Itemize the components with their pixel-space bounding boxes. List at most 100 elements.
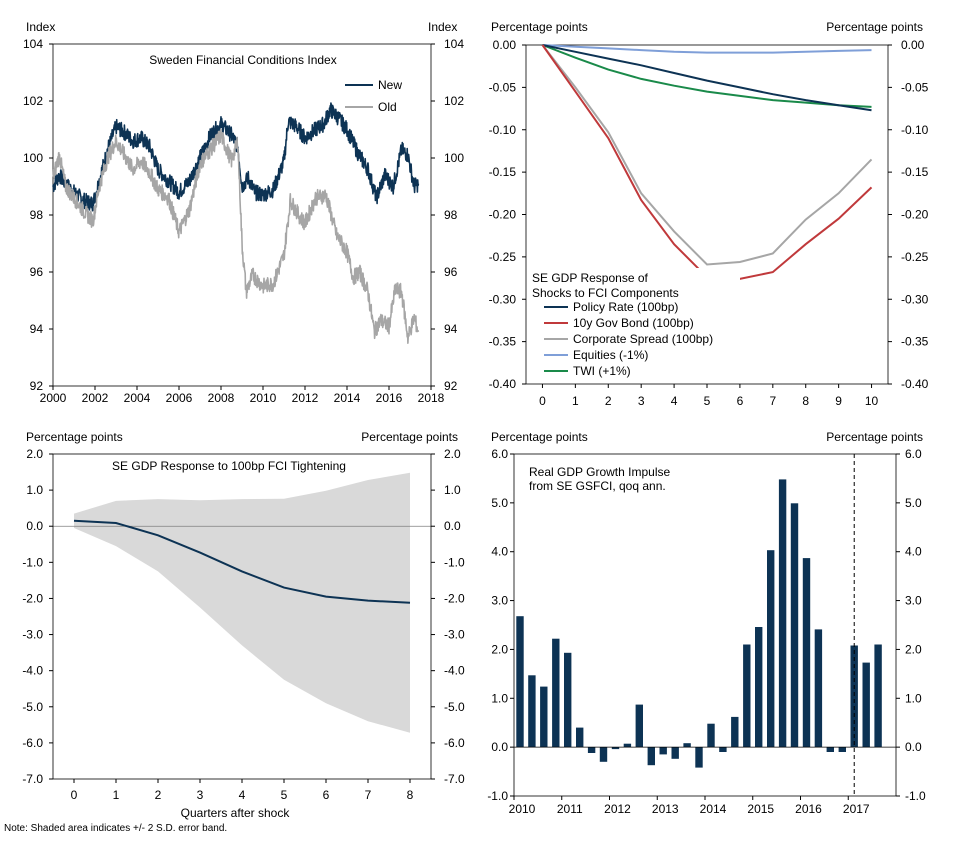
impulse-xtick-label: 2016 xyxy=(795,802,822,816)
tightening-ytick-label-left: 1.0 xyxy=(26,483,43,497)
impulse-bar xyxy=(802,558,811,748)
tightening-ytick-label-left: -7.0 xyxy=(22,772,43,786)
components-legend-label: Corporate Spread (100bp) xyxy=(573,332,713,346)
impulse-ytick-label-right: 6.0 xyxy=(905,447,922,461)
components-legend-label: Equities (-1%) xyxy=(573,348,648,362)
impulse-bar xyxy=(540,686,548,748)
tightening-left-unit: Percentage points xyxy=(26,430,123,444)
components-series-2 xyxy=(541,44,873,266)
fci-title: Sweden Financial Conditions Index xyxy=(149,53,336,67)
tightening-xtick-label: 4 xyxy=(239,788,246,802)
impulse-bar xyxy=(599,747,608,762)
impulse-ytick-label-left: 3.0 xyxy=(491,594,508,608)
fci-ytick-label-left: 100 xyxy=(23,151,43,165)
impulse-bar xyxy=(874,644,882,748)
components-ytick-label-right: -0.35 xyxy=(901,335,929,349)
impulse-title-line: from SE GSFCI, qoq ann. xyxy=(529,479,666,493)
impulse-bar xyxy=(695,747,703,768)
impulse-bar xyxy=(516,616,524,748)
tightening-ytick-label-left: -4.0 xyxy=(22,664,43,678)
components-ytick-label-left: -0.05 xyxy=(489,80,517,94)
impulse-xtick-label: 2011 xyxy=(557,802,583,816)
impulse-ytick-label-left: 2.0 xyxy=(491,642,508,656)
tightening-ytick-label-right: 0.0 xyxy=(444,519,461,533)
components-ytick-label-left: -0.10 xyxy=(489,123,517,137)
tightening-ytick-label-left: -5.0 xyxy=(22,700,43,714)
impulse-ytick-label-right: 2.0 xyxy=(905,642,922,656)
tightening-xtick-label: 3 xyxy=(197,788,204,802)
impulse-title-box xyxy=(526,462,726,498)
components-ytick-label-left: -0.20 xyxy=(489,208,517,222)
tightening-ytick-label-left: 0.0 xyxy=(26,519,43,533)
impulse-bar xyxy=(862,662,870,748)
fci-xtick-label: 2008 xyxy=(208,391,235,405)
impulse-bar xyxy=(850,645,858,748)
tightening-ytick-label-left: 2.0 xyxy=(26,447,43,461)
tightening-xtick-label: 7 xyxy=(365,788,372,802)
impulse-bar xyxy=(576,727,584,748)
fci-ytick-label-right: 104 xyxy=(444,37,464,51)
impulse-bar xyxy=(778,479,787,748)
tightening-ytick-label-right: -5.0 xyxy=(444,700,465,714)
fci-xtick-label: 2012 xyxy=(292,391,319,405)
impulse-ytick-label-left: 6.0 xyxy=(491,447,508,461)
fci-xtick-label: 2018 xyxy=(418,391,445,405)
components-ytick-label-left: -0.40 xyxy=(489,377,517,391)
tightening-xtick-label: 6 xyxy=(323,788,330,802)
impulse-bar xyxy=(623,743,632,748)
tightening-xtick-label: 5 xyxy=(281,788,288,802)
tightening-ytick-label-left: -1.0 xyxy=(22,555,43,569)
components-ytick-label-right: -0.40 xyxy=(901,377,929,391)
components-right-unit: Percentage points xyxy=(826,20,923,34)
impulse-xtick-label: 2012 xyxy=(604,802,631,816)
impulse-bar xyxy=(683,743,691,748)
components-series-3 xyxy=(542,44,872,54)
impulse-ytick-label-right: -1.0 xyxy=(905,789,926,803)
fci-ytick-label-right: 96 xyxy=(444,265,458,279)
components-xtick-label: 4 xyxy=(671,394,678,408)
components-xtick-label: 7 xyxy=(769,394,776,408)
impulse-title-line: Real GDP Growth Impulse xyxy=(529,465,670,479)
impulse-xtick-label: 2010 xyxy=(509,802,536,816)
fci-xtick-label: 2006 xyxy=(166,391,193,405)
impulse-ytick-label-right: 1.0 xyxy=(905,691,922,705)
components-series-0 xyxy=(542,44,872,112)
fci-ytick-label-left: 102 xyxy=(23,94,43,108)
tightening-xtick-label: 8 xyxy=(407,788,414,802)
impulse-bar xyxy=(564,652,572,748)
tightening-ytick-label-right: -3.0 xyxy=(444,628,465,642)
components-xtick-label: 2 xyxy=(605,394,612,408)
impulse-xtick-label: 2014 xyxy=(700,802,727,816)
impulse-ytick-label-left: 5.0 xyxy=(491,496,508,510)
components-ytick-label-left: -0.15 xyxy=(489,165,517,179)
components-ytick-label-left: -0.25 xyxy=(489,250,517,264)
impulse-bar xyxy=(552,638,560,748)
impulse-bar xyxy=(707,723,715,748)
components-ytick-label-right: -0.10 xyxy=(901,123,929,137)
impulse-bar xyxy=(743,644,751,748)
fci-right-unit: Index xyxy=(428,20,457,34)
tightening-ytick-label-left: -2.0 xyxy=(22,591,43,605)
impulse-bar xyxy=(528,675,536,748)
components-title-line: SE GDP Response of xyxy=(532,271,649,285)
fci-xtick-label: 2000 xyxy=(40,391,67,405)
components-series-4 xyxy=(542,44,872,108)
tightening-ytick-label-right: 1.0 xyxy=(444,483,461,497)
tightening-panel: Percentage points Percentage points -7.0 -7… xyxy=(22,430,465,820)
fci-ytick-label-right: 94 xyxy=(444,322,458,336)
fci-series-new xyxy=(52,102,420,212)
impulse-bar xyxy=(767,550,775,748)
components-title-line: Shocks to FCI Components xyxy=(532,286,679,300)
fci-ytick-label-left: 104 xyxy=(23,37,43,51)
impulse-ytick-label-right: 3.0 xyxy=(905,594,922,608)
components-xtick-label: 6 xyxy=(737,394,744,408)
components-xtick-label: 8 xyxy=(802,394,809,408)
fci-ytick-label-right: 92 xyxy=(444,379,458,393)
tightening-ytick-label-left: -3.0 xyxy=(22,628,43,642)
tightening-ytick-label-right: -7.0 xyxy=(444,772,465,786)
impulse-ytick-label-left: -1.0 xyxy=(487,789,508,803)
impulse-xtick-label: 2015 xyxy=(747,802,774,816)
components-ytick-label-right: -0.30 xyxy=(901,292,929,306)
tightening-ytick-label-right: -6.0 xyxy=(444,736,465,750)
